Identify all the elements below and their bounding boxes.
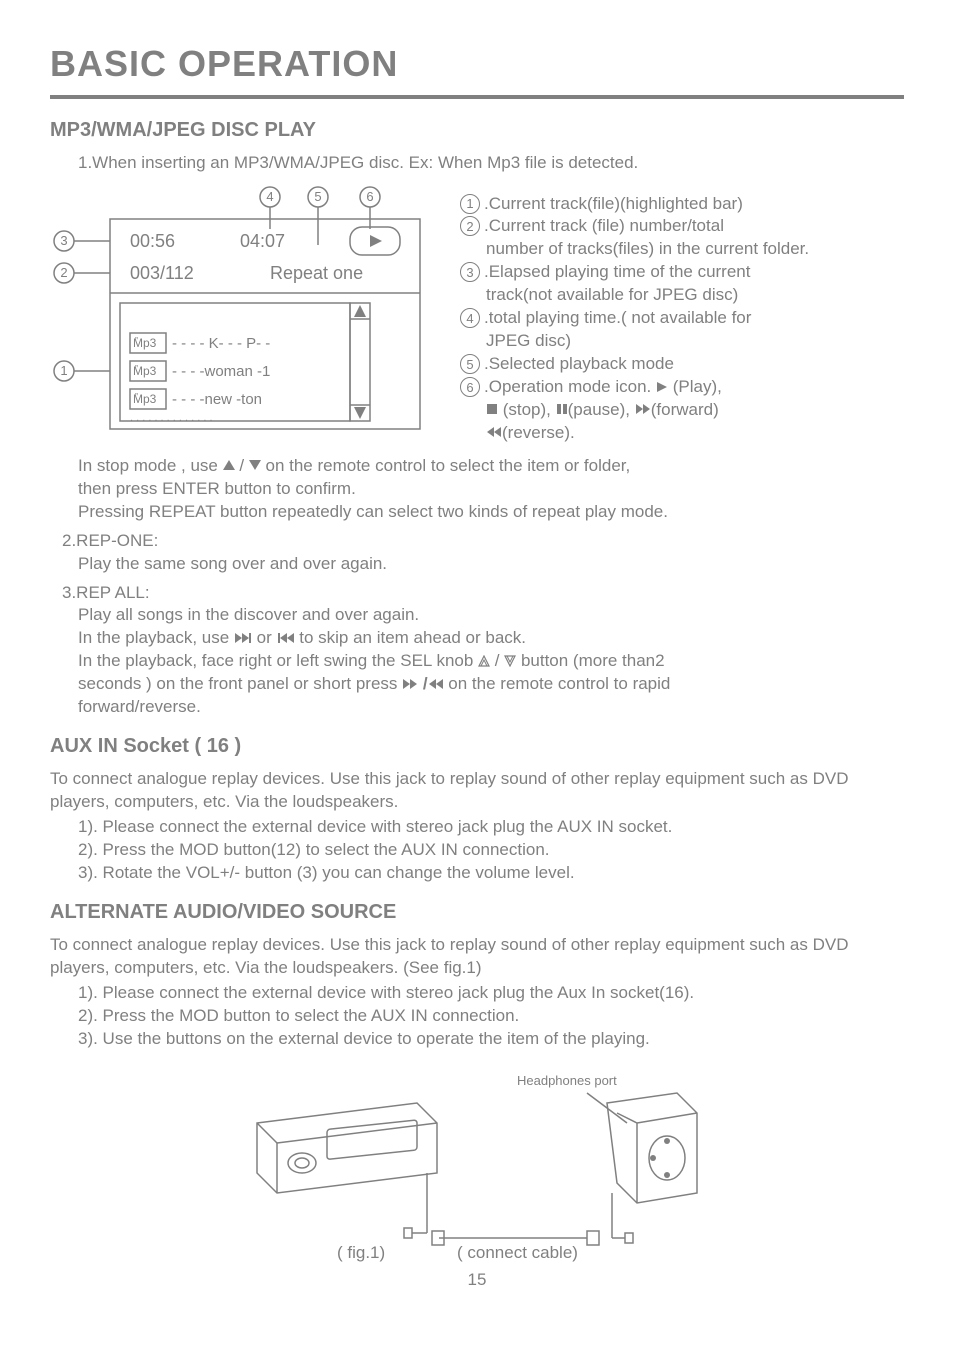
rep-all-b3: In the playback, face right or left swin…: [78, 650, 904, 673]
pause-icon: [556, 403, 568, 415]
legend-circ-4: 4: [460, 308, 480, 328]
repeat-line: Pressing REPEAT button repeatedly can se…: [78, 501, 904, 524]
circ-6: 6: [366, 189, 373, 204]
alt-li1: 1). Please connect the external device w…: [78, 982, 904, 1005]
legend-column: 1.Current track(file)(highlighted bar) 2…: [460, 183, 904, 445]
figure-row: Headphones port ( fig.1) ( connect cable…: [50, 1063, 904, 1263]
up-triangle-icon: [223, 460, 235, 470]
rew-icon: [428, 678, 444, 690]
legend-6c: (reverse).: [486, 422, 904, 445]
legend-circ-5: 5: [460, 354, 480, 374]
svg-text:„: „: [135, 386, 138, 396]
connect-label: ( connect cable): [457, 1243, 578, 1262]
title-rule: [50, 95, 904, 99]
track-counter: 003/112: [130, 263, 194, 283]
total-time: 04:07: [240, 231, 285, 251]
alt-li3: 3). Use the buttons on the external devi…: [78, 1028, 904, 1051]
rep-one-heading: 2.REP-ONE:: [62, 530, 904, 553]
legend-circ-1: 1: [460, 194, 480, 214]
page-title: BASIC OPERATION: [50, 40, 904, 95]
repeat-mode: Repeat one: [270, 263, 363, 283]
legend-4: .total playing time.( not available for: [484, 307, 751, 330]
aux-li2: 2). Press the MOD button(12) to select t…: [78, 839, 904, 862]
rep-all-heading: 3.REP ALL:: [62, 582, 904, 605]
circ-4: 4: [266, 189, 273, 204]
circ-1: 1: [60, 363, 67, 378]
list-row-2: - - - -woman -1: [172, 363, 270, 380]
list-row-1: - - - - K- - - P- -: [172, 335, 270, 352]
circ-5: 5: [314, 189, 321, 204]
legend-5: .Selected playback mode: [484, 353, 674, 376]
alt-li2: 2). Press the MOD button to select the A…: [78, 1005, 904, 1028]
elapsed-time: 00:56: [130, 231, 175, 251]
legend-4b: JPEG disc): [486, 330, 904, 353]
forward-icon: [635, 403, 651, 415]
svg-text:„: „: [135, 330, 138, 340]
mp3-intro: 1.When inserting an MP3/WMA/JPEG disc. E…: [78, 152, 904, 175]
legend-circ-3: 3: [460, 262, 480, 282]
alt-heading: ALTERNATE AUDIO/VIDEO SOURCE: [50, 899, 904, 926]
legend-circ-2: 2: [460, 216, 480, 236]
diagram-row: 4 5 6 3 2 1 00:56 04:07 003/112 Repeat o…: [50, 183, 904, 445]
fig-label: ( fig.1): [337, 1243, 385, 1262]
legend-circ-6: 6: [460, 377, 480, 397]
ff-icon: [402, 678, 418, 690]
prev-track-icon: [277, 632, 295, 644]
rep-all-b1: Play all songs in the discover and over …: [78, 604, 904, 627]
reverse-icon: [486, 426, 502, 438]
legend-2: .Current track (file) number/total: [484, 215, 724, 238]
rep-one-body: Play the same song over and over again.: [78, 553, 904, 576]
next-track-icon: [234, 632, 252, 644]
circ-2: 2: [60, 265, 67, 280]
aux-heading: AUX IN Socket ( 16 ): [50, 733, 904, 760]
up-outline-icon: [478, 655, 490, 667]
page-number: 15: [50, 1269, 904, 1292]
down-triangle-icon: [249, 460, 261, 470]
aux-p1: To connect analogue replay devices. Use …: [50, 768, 904, 814]
legend-3b: track(not available for JPEG disc): [486, 284, 904, 307]
stop-icon: [486, 403, 498, 415]
play-icon: [656, 381, 668, 393]
legend-1: .Current track(file)(highlighted bar): [484, 193, 743, 216]
list-row-3: - - - -new -ton: [172, 391, 262, 408]
aux-li3: 3). Rotate the VOL+/- button (3) you can…: [78, 862, 904, 885]
rep-all-b2: In the playback, use or to skip an item …: [78, 627, 904, 650]
list-row-dots: . . . . . . . . . . . . . .: [130, 412, 213, 424]
legend-6b: (stop), (pause), (forward): [486, 399, 904, 422]
legend-3: .Elapsed playing time of the current: [484, 261, 750, 284]
svg-text:„: „: [135, 358, 138, 368]
display-diagram: 4 5 6 3 2 1 00:56 04:07 003/112 Repeat o…: [50, 183, 430, 445]
aux-li1: 1). Please connect the external device w…: [78, 816, 904, 839]
stop-mode-line: In stop mode , use / on the remote contr…: [78, 455, 904, 478]
rep-all-b4: seconds ) on the front panel or short pr…: [78, 673, 904, 696]
legend-2b: number of tracks(files) in the current f…: [486, 238, 904, 261]
circ-3: 3: [60, 233, 67, 248]
alt-p1: To connect analogue replay devices. Use …: [50, 934, 904, 980]
legend-6a: .Operation mode icon. (Play),: [484, 376, 722, 399]
headphones-label: Headphones port: [517, 1073, 617, 1088]
rep-all-b5: forward/reverse.: [78, 696, 904, 719]
mp3-heading: MP3/WMA/JPEG DISC PLAY: [50, 117, 904, 144]
stop-mode-line2: then press ENTER button to confirm.: [78, 478, 904, 501]
down-outline-icon: [504, 655, 516, 667]
